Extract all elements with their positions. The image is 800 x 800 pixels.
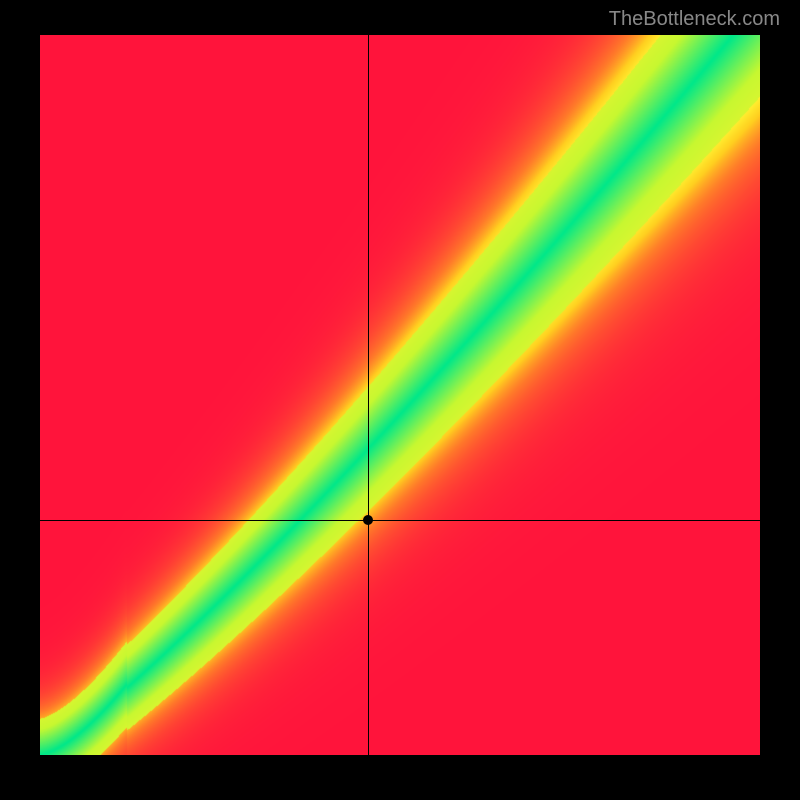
chart-container: TheBottleneck.com (0, 0, 800, 800)
plot-area (40, 35, 760, 755)
crosshair-vertical (368, 35, 369, 755)
watermark-text: TheBottleneck.com (609, 8, 780, 31)
heatmap-canvas (40, 35, 760, 755)
crosshair-marker (363, 515, 373, 525)
crosshair-horizontal (40, 520, 760, 521)
